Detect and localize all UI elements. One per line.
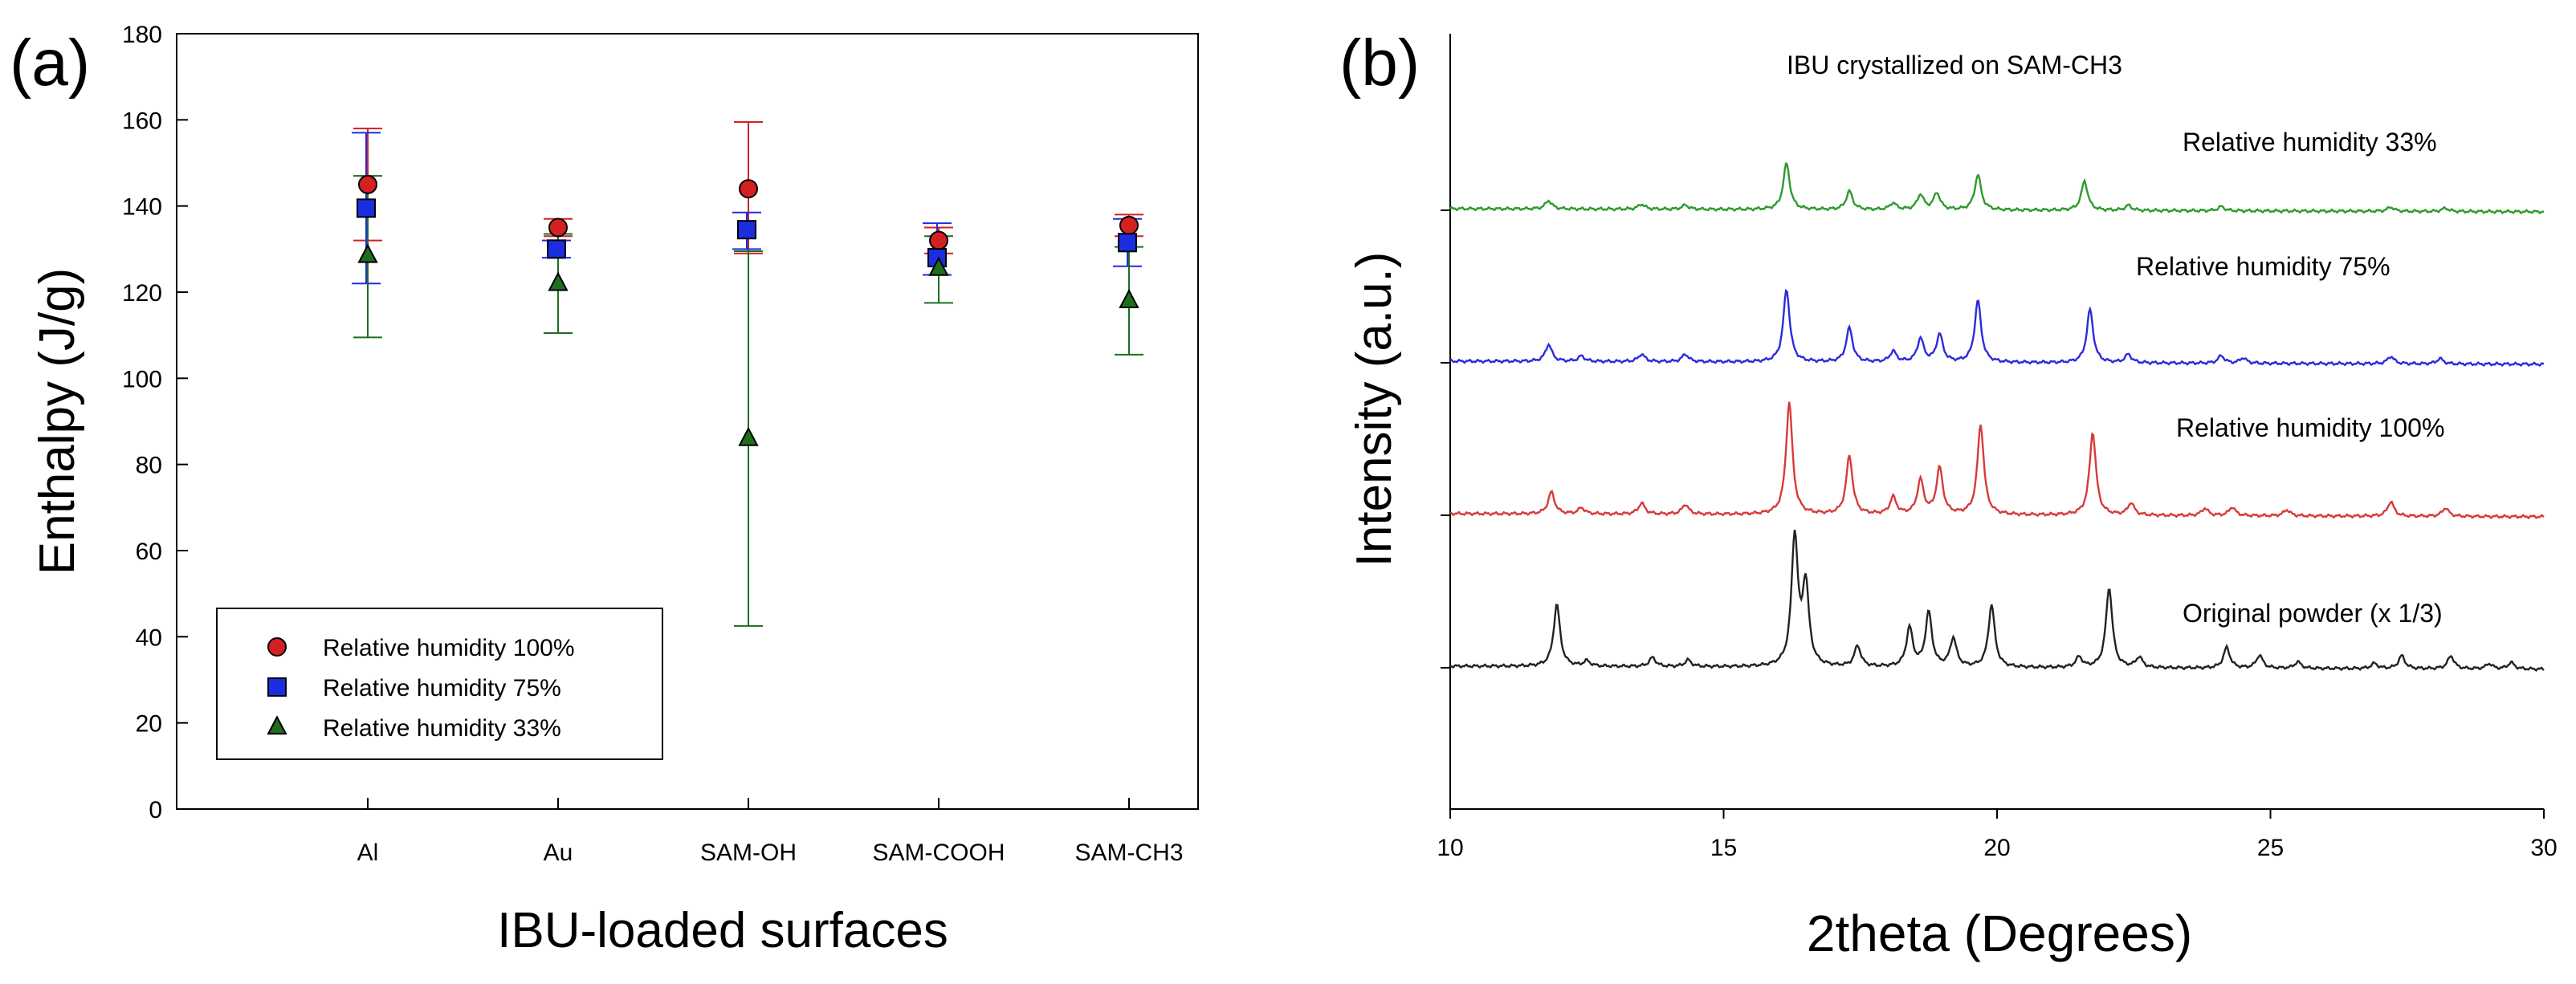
data-point — [928, 256, 949, 276]
trace-label: Original powder (x 1/3) — [2183, 599, 2443, 628]
panel-b-traces: Relative humidity 33% Relative humidity 7… — [1449, 128, 2545, 672]
trace-label: Relative humidity 33% — [2183, 128, 2437, 157]
panel-a-x-axis-label: IBU-loaded surfaces — [497, 903, 948, 958]
data-point — [547, 239, 566, 259]
data-point — [1118, 233, 1137, 253]
panel-b-x-ticks: 10 15 20 25 30 — [1437, 809, 2558, 861]
legend-box — [216, 608, 663, 760]
panel-a-legend: Relative humidity 100% Relative humidity … — [216, 608, 663, 760]
panel-b-y-ticks — [1441, 209, 1450, 669]
y-tick-label: 60 — [136, 539, 162, 565]
trace-label: Relative humidity 75% — [2136, 252, 2391, 281]
x-tick-label: 15 — [1710, 835, 1737, 861]
y-tick-label: 80 — [136, 453, 162, 479]
x-tick-label: 25 — [2257, 835, 2284, 861]
panel-b-label: (b) — [1339, 26, 1420, 100]
y-tick-label: 100 — [122, 366, 162, 392]
data-point — [358, 174, 377, 194]
y-tick-label: 120 — [122, 280, 162, 307]
x-tick-label: SAM-CH3 — [1074, 840, 1183, 866]
legend-marker — [267, 715, 287, 735]
y-tick-label: 140 — [122, 194, 162, 221]
y-tick-label: 160 — [122, 108, 162, 134]
data-point — [737, 220, 756, 240]
x-tick-label: SAM-OH — [700, 840, 797, 866]
trace-label: Relative humidity 100% — [2176, 413, 2444, 442]
data-point — [548, 218, 568, 238]
panel-b-title: IBU crystallized on SAM-CH3 — [1787, 51, 2122, 79]
x-tick-label: Al — [357, 840, 379, 866]
data-point — [357, 243, 378, 263]
panel-a: (a) 0 20 40 60 80 100 120 140 160 180 Al Au SAM-OH S… — [10, 22, 1199, 958]
panel-b-y-axis-label: Intensity (a.u.) — [1347, 252, 1402, 567]
legend-label: Relative humidity 100% — [323, 635, 575, 661]
data-point — [738, 426, 759, 446]
data-point — [739, 179, 758, 199]
xrd-trace — [1449, 162, 2545, 214]
legend-label: Relative humidity 75% — [323, 675, 561, 701]
xrd-trace — [1449, 529, 2545, 672]
xrd-trace — [1449, 288, 2545, 368]
y-tick-label: 0 — [149, 797, 162, 823]
panel-a-y-axis-label: Enthalpy (J/g) — [30, 268, 85, 575]
x-tick-label: SAM-COOH — [873, 840, 1005, 866]
panel-a-marks — [352, 121, 1143, 627]
y-tick-label: 40 — [136, 624, 162, 651]
legend-marker — [267, 637, 287, 657]
xrd-trace — [1449, 401, 2545, 520]
data-point — [1119, 215, 1139, 235]
data-point — [929, 230, 948, 250]
x-tick-label: 30 — [2530, 835, 2557, 861]
panel-b-x-axis-label: 2theta (Degrees) — [1807, 905, 2192, 962]
x-tick-label: Au — [544, 840, 573, 866]
panel-a-plot-frame — [176, 33, 1199, 810]
y-tick-label: 180 — [122, 22, 162, 48]
panel-a-x-ticks: Al Au SAM-OH SAM-COOH SAM-CH3 — [357, 798, 1184, 866]
data-point — [357, 198, 376, 218]
legend-marker — [267, 677, 287, 697]
panel-a-y-ticks: 0 20 40 60 80 100 120 140 160 180 — [122, 22, 188, 823]
data-point — [548, 271, 569, 291]
panel-b: (b) 10 15 20 25 30 Relative humidity 33%Rela… — [1339, 26, 2558, 962]
y-tick-label: 20 — [136, 711, 162, 738]
legend-label: Relative humidity 33% — [323, 715, 561, 742]
data-point — [1119, 288, 1139, 308]
panel-a-label: (a) — [10, 26, 90, 100]
x-tick-label: 20 — [1983, 835, 2010, 861]
x-tick-label: 10 — [1437, 835, 1463, 861]
